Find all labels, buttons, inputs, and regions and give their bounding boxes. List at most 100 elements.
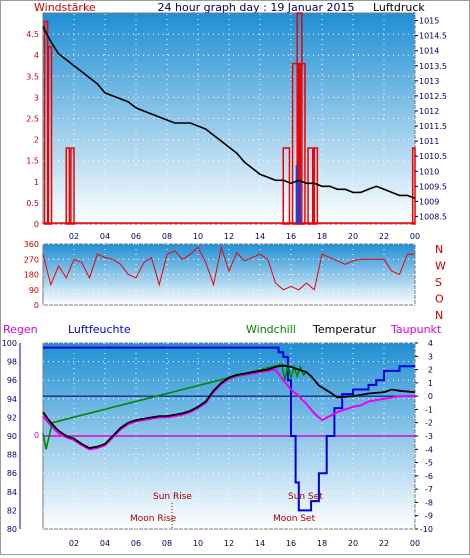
wind-speed-bar xyxy=(313,147,319,225)
wind-tick-label: 1.5 xyxy=(26,157,39,166)
pressure-tick-label: 1012 xyxy=(419,107,439,116)
wind-tick-label: 0.5 xyxy=(26,199,39,208)
x-tick-label: 00 xyxy=(410,232,420,241)
moon-set-label: Moon Set xyxy=(273,514,316,524)
wind-speed-bar xyxy=(299,62,306,225)
pressure-axis-title: Luftdruck xyxy=(373,1,425,14)
temperature-tick-label: 3 xyxy=(428,352,433,361)
wind-tick-label: 3 xyxy=(34,93,39,102)
pressure-tick-label: 1010 xyxy=(419,167,439,176)
temperature-tick-label: -2 xyxy=(425,419,433,428)
pressure-tick-label: 1008.5 xyxy=(419,212,447,221)
temperature-tick-label: -10 xyxy=(420,525,433,534)
sun-set-label: Sun Set xyxy=(288,492,323,502)
wind-gust-bar xyxy=(295,164,298,224)
pressure-tick-label: 1013 xyxy=(419,77,439,86)
wind-tick-label: 0 xyxy=(34,220,39,229)
wind-speed-bar xyxy=(43,20,49,225)
pressure-tick-label: 1009.5 xyxy=(419,182,447,191)
pressure-tick-label: 1011 xyxy=(419,137,439,146)
pressure-tick-label: 1015 xyxy=(419,17,439,26)
temperature-tick-label: -9 xyxy=(425,512,433,521)
pressure-tick-label: 1010.5 xyxy=(419,152,447,161)
temperature-y-axis-ticks: 4 3 2 1 0 -1 -2 -3 -4 -5 -6 -7 -8 -9 -10 xyxy=(415,339,433,534)
x-tick-label: 08 xyxy=(162,232,172,241)
humidity-tick-label: 94 xyxy=(7,395,17,404)
temperature-tick-label: -7 xyxy=(425,485,433,494)
x-tick-label: 06 xyxy=(131,232,141,241)
wind-speed-bar xyxy=(65,147,71,225)
x-tick-label: 18 xyxy=(317,539,327,548)
x-tick-label: 20 xyxy=(348,232,358,241)
x-tick-label: 20 xyxy=(348,539,358,548)
pressure-tick-label: 1009 xyxy=(419,197,439,206)
x-tick-label: 12 xyxy=(224,539,234,548)
x-tick-label: 12 xyxy=(224,232,234,241)
humidity-line xyxy=(43,346,415,512)
x-tick-label: 10 xyxy=(193,232,203,241)
temperature-label: Temperatur xyxy=(312,323,377,336)
pressure-line xyxy=(42,26,416,200)
x-tick-label: 02 xyxy=(69,232,79,241)
x-tick-label: 00 xyxy=(410,539,420,548)
humidity-tick-label: 96 xyxy=(7,376,17,385)
x-tick-label: 08 xyxy=(162,539,172,548)
temperature-tick-label: 2 xyxy=(428,366,433,375)
temperature-line xyxy=(42,364,416,449)
humidity-tick-label: 92 xyxy=(7,413,17,422)
wind-axis-title: Windstärke xyxy=(34,1,96,14)
compass-label: O xyxy=(435,293,444,306)
x-tick-label: 16 xyxy=(286,232,296,241)
humidity-tick-label: 90 xyxy=(7,432,17,441)
wind-speed-series xyxy=(43,12,416,225)
pressure-tick-label: 1013.5 xyxy=(419,62,447,71)
x-tick-label: 04 xyxy=(100,539,110,548)
direction-tick-label: 180 xyxy=(24,271,39,280)
temperature-tick-label: 1 xyxy=(428,379,433,388)
rain-label: Regen xyxy=(3,323,38,336)
temperature-tick-label: -8 xyxy=(425,498,433,507)
humidity-tick-label: 98 xyxy=(7,358,17,367)
x-tick-label: 18 xyxy=(317,232,327,241)
humidity-tick-label: 82 xyxy=(7,506,17,515)
x-tick-label: 10 xyxy=(193,539,203,548)
compass-label: N xyxy=(435,309,443,322)
wind-tick-label: 1 xyxy=(34,178,39,187)
humidity-y-axis-ticks: 100 98 96 94 92 90 88 86 84 82 80 xyxy=(2,339,21,534)
pressure-tick-label: 1011.5 xyxy=(419,122,447,131)
x-tick-label: 14 xyxy=(255,539,265,548)
temperature-tick-label: 0 xyxy=(428,392,433,401)
wind-direction-y-axis-ticks: 360 270 180 90 0 xyxy=(24,240,39,310)
temperature-tick-label: -4 xyxy=(425,445,433,454)
wind-tick-label: 4.5 xyxy=(26,30,39,39)
humidity-tick-label: 88 xyxy=(7,451,17,460)
compass-label: W xyxy=(435,260,446,273)
pressure-tick-label: 1014.5 xyxy=(419,32,447,41)
humidity-tick-label: 86 xyxy=(7,469,17,478)
temperature-tick-label: -6 xyxy=(425,472,433,481)
windchill-label: Windchill xyxy=(246,323,296,336)
humidity-label: Luftfeuchte xyxy=(68,323,131,336)
temperature-tick-label: -3 xyxy=(425,432,433,441)
x-tick-label: 22 xyxy=(379,539,389,548)
wind-direction-line xyxy=(42,245,415,291)
direction-tick-label: 0 xyxy=(34,301,39,310)
pressure-tick-label: 1012.5 xyxy=(419,92,447,101)
x-tick-label: 06 xyxy=(131,539,141,548)
wind-tick-label: 2 xyxy=(34,136,39,145)
x-tick-label: 16 xyxy=(286,539,296,548)
x-tick-label: 22 xyxy=(379,232,389,241)
direction-tick-label: 270 xyxy=(24,255,39,264)
direction-tick-label: 360 xyxy=(24,240,39,249)
temperature-tick-label: -1 xyxy=(425,405,433,414)
compass-label: S xyxy=(435,276,442,289)
temp-humidity-x-axis-ticks: 02 04 06 08 10 12 14 16 18 20 22 00 xyxy=(69,539,420,548)
dewpoint-line xyxy=(42,368,415,451)
wind-speed-bar xyxy=(47,46,53,225)
wind-speed-bar xyxy=(70,147,75,225)
humidity-tick-label: 100 xyxy=(2,339,17,348)
temperature-tick-label: 4 xyxy=(428,339,433,348)
